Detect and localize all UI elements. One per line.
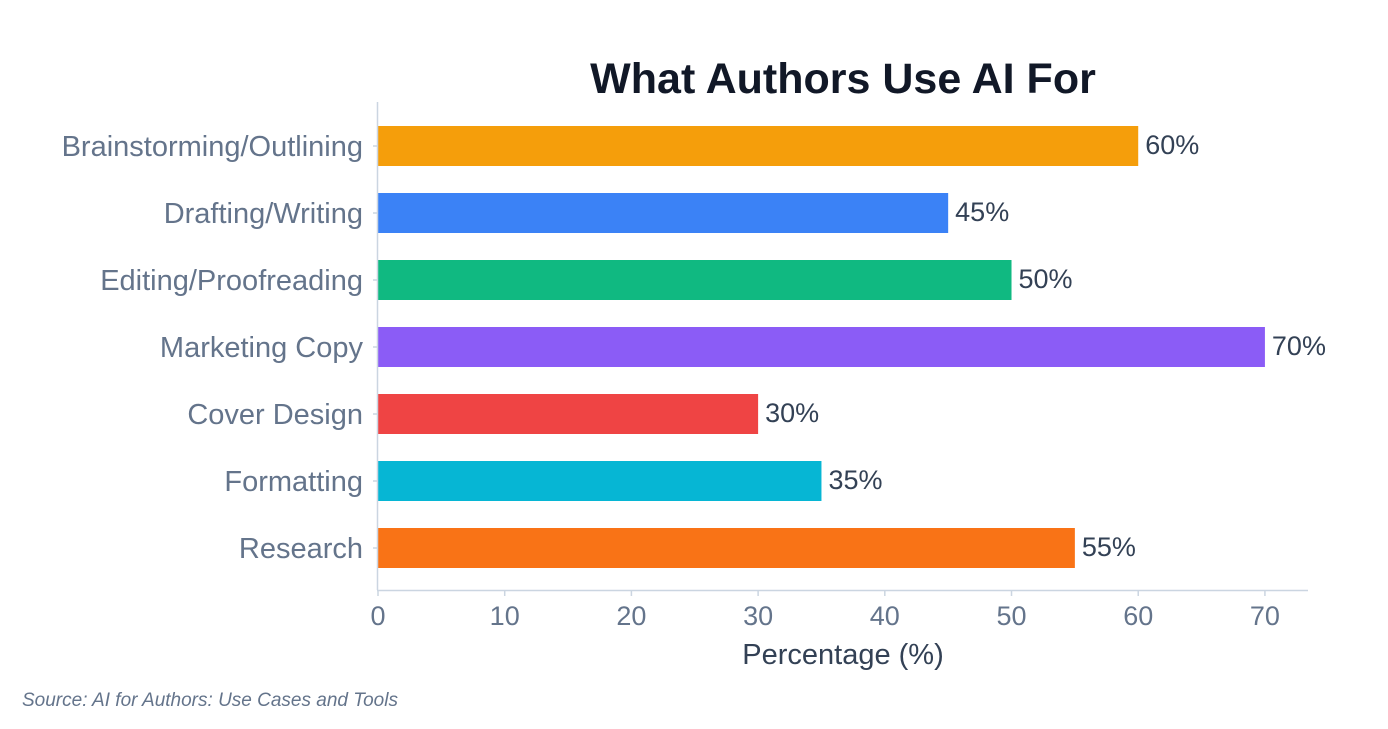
- x-tick-label: 40: [870, 601, 900, 631]
- value-label: 45%: [955, 197, 1009, 227]
- source-note: Source: AI for Authors: Use Cases and To…: [22, 690, 398, 711]
- bar: [378, 528, 1075, 568]
- bars-group: [378, 126, 1265, 568]
- value-label: 70%: [1272, 331, 1326, 361]
- chart-title: What Authors Use AI For: [590, 55, 1096, 103]
- value-labels: 60% 45% 50% 70% 30% 35% 55%: [765, 130, 1326, 562]
- category-label: Cover Design: [187, 399, 363, 431]
- bar: [378, 327, 1265, 367]
- category-label: Editing/Proofreading: [100, 265, 363, 297]
- bar: [378, 260, 1012, 300]
- x-tick-label: 50: [996, 601, 1026, 631]
- category-label: Research: [239, 533, 363, 565]
- category-label: Brainstorming/Outlining: [62, 131, 363, 163]
- value-label: 30%: [765, 398, 819, 428]
- x-tick-label: 60: [1123, 601, 1153, 631]
- value-label: 55%: [1082, 532, 1136, 562]
- x-axis: 0 10 20 30 40 50 60 70: [370, 589, 1308, 631]
- value-label: 50%: [1019, 264, 1073, 294]
- x-axis-title: Percentage (%): [742, 639, 944, 671]
- bar: [378, 394, 759, 434]
- x-tick-label: 70: [1250, 601, 1280, 631]
- x-tick-label: 10: [490, 601, 520, 631]
- x-tick-label: 20: [616, 601, 646, 631]
- category-labels: Brainstorming/Outlining Drafting/Writing E…: [62, 131, 378, 565]
- bar: [378, 461, 822, 501]
- category-label: Formatting: [224, 466, 363, 498]
- value-label: 35%: [828, 465, 882, 495]
- x-tick-label: 30: [743, 601, 773, 631]
- value-label: 60%: [1145, 130, 1199, 160]
- bar: [378, 126, 1139, 166]
- bar: [378, 193, 949, 233]
- category-label: Marketing Copy: [160, 332, 364, 364]
- x-tick-label: 0: [370, 601, 385, 631]
- category-label: Drafting/Writing: [164, 198, 363, 230]
